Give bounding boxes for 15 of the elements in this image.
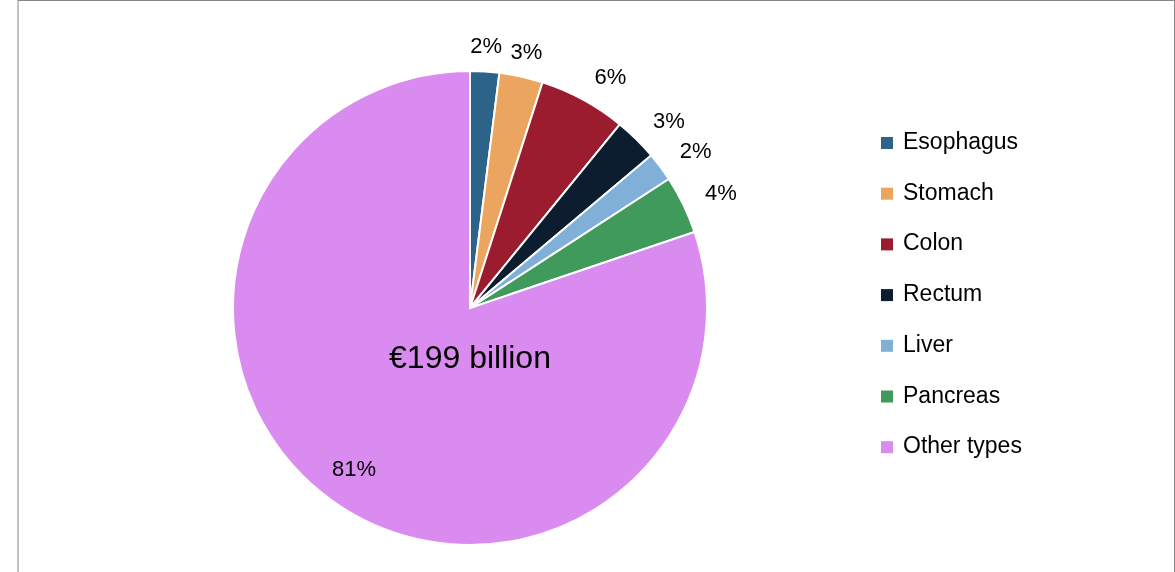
legend-label: Esophagus bbox=[903, 128, 1019, 155]
legend-label: Stomach bbox=[903, 178, 994, 205]
data-label: 2% bbox=[679, 138, 712, 164]
data-label: 3% bbox=[653, 107, 685, 133]
legend-label: Rectum bbox=[903, 280, 983, 307]
data-label: 81% bbox=[331, 455, 377, 481]
data-label: 4% bbox=[704, 180, 737, 206]
data-label: 2% bbox=[470, 33, 503, 59]
text: €199 billion bbox=[389, 339, 551, 376]
data-label: 6% bbox=[594, 64, 627, 90]
legend-label: Other types bbox=[903, 432, 1022, 459]
legend-label: Colon bbox=[903, 229, 964, 256]
legend-label: Liver bbox=[903, 330, 954, 357]
data-label: 3% bbox=[510, 38, 543, 64]
legend-label: Pancreas bbox=[903, 381, 1001, 408]
